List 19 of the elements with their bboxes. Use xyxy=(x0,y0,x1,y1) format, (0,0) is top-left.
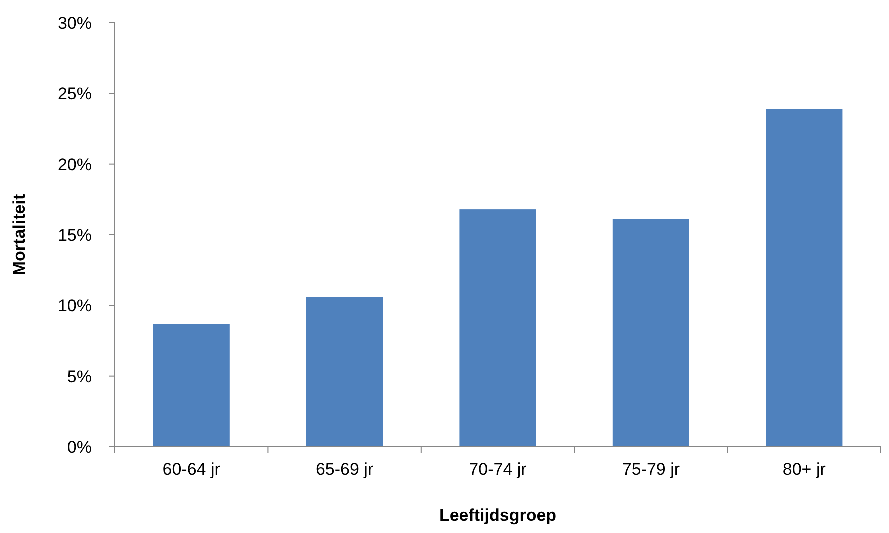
y-tick-label: 10% xyxy=(58,296,92,316)
y-tick-label: 30% xyxy=(58,14,92,33)
bar xyxy=(306,297,384,447)
x-tick-label: 70-74 jr xyxy=(469,460,528,479)
y-tick-label: 25% xyxy=(58,84,92,104)
x-tick-label: 65-69 jr xyxy=(316,460,374,479)
bar xyxy=(612,219,690,447)
y-tick-label: 20% xyxy=(58,155,92,174)
x-tick-label: 60-64 jr xyxy=(162,460,221,479)
x-tick-label: 75-79 jr xyxy=(622,460,680,479)
y-axis-title: Mortaliteit xyxy=(10,194,29,276)
x-tick-label: 80+ jr xyxy=(782,460,826,479)
x-axis-title: Leeftijdsgroep xyxy=(439,506,557,525)
bar xyxy=(460,210,536,447)
bar xyxy=(153,324,230,447)
y-tick-label: 15% xyxy=(58,226,92,245)
y-tick-label: 5% xyxy=(67,367,92,386)
y-tick-label: 0% xyxy=(67,438,92,457)
bar xyxy=(766,109,843,447)
